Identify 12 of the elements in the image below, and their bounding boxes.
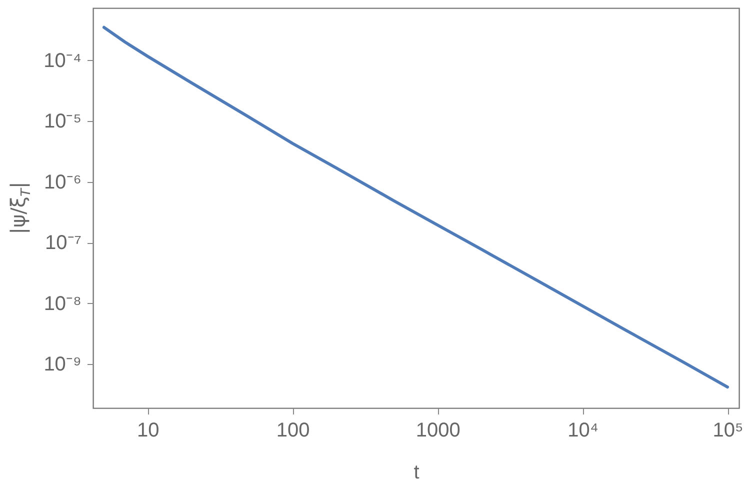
y-tick-label: 10⁻⁹ (44, 354, 82, 376)
x-tick-label: 1000 (416, 420, 460, 442)
y-tick-label: 10⁻⁷ (45, 232, 82, 254)
x-tick-label: 10 (136, 420, 160, 442)
y-tick-label: 10⁻⁸ (44, 292, 82, 315)
x-tick-label: 100 (276, 420, 310, 442)
x-tick-label: 10⁵ (712, 420, 744, 442)
y-tick-label: 10⁻⁵ (44, 110, 82, 133)
y-tick-label: 10⁻⁴ (44, 50, 82, 72)
x-axis-title: t (414, 462, 420, 484)
x-tick-label: 10⁴ (568, 420, 598, 442)
y-tick-label: 10⁻⁶ (44, 171, 82, 194)
